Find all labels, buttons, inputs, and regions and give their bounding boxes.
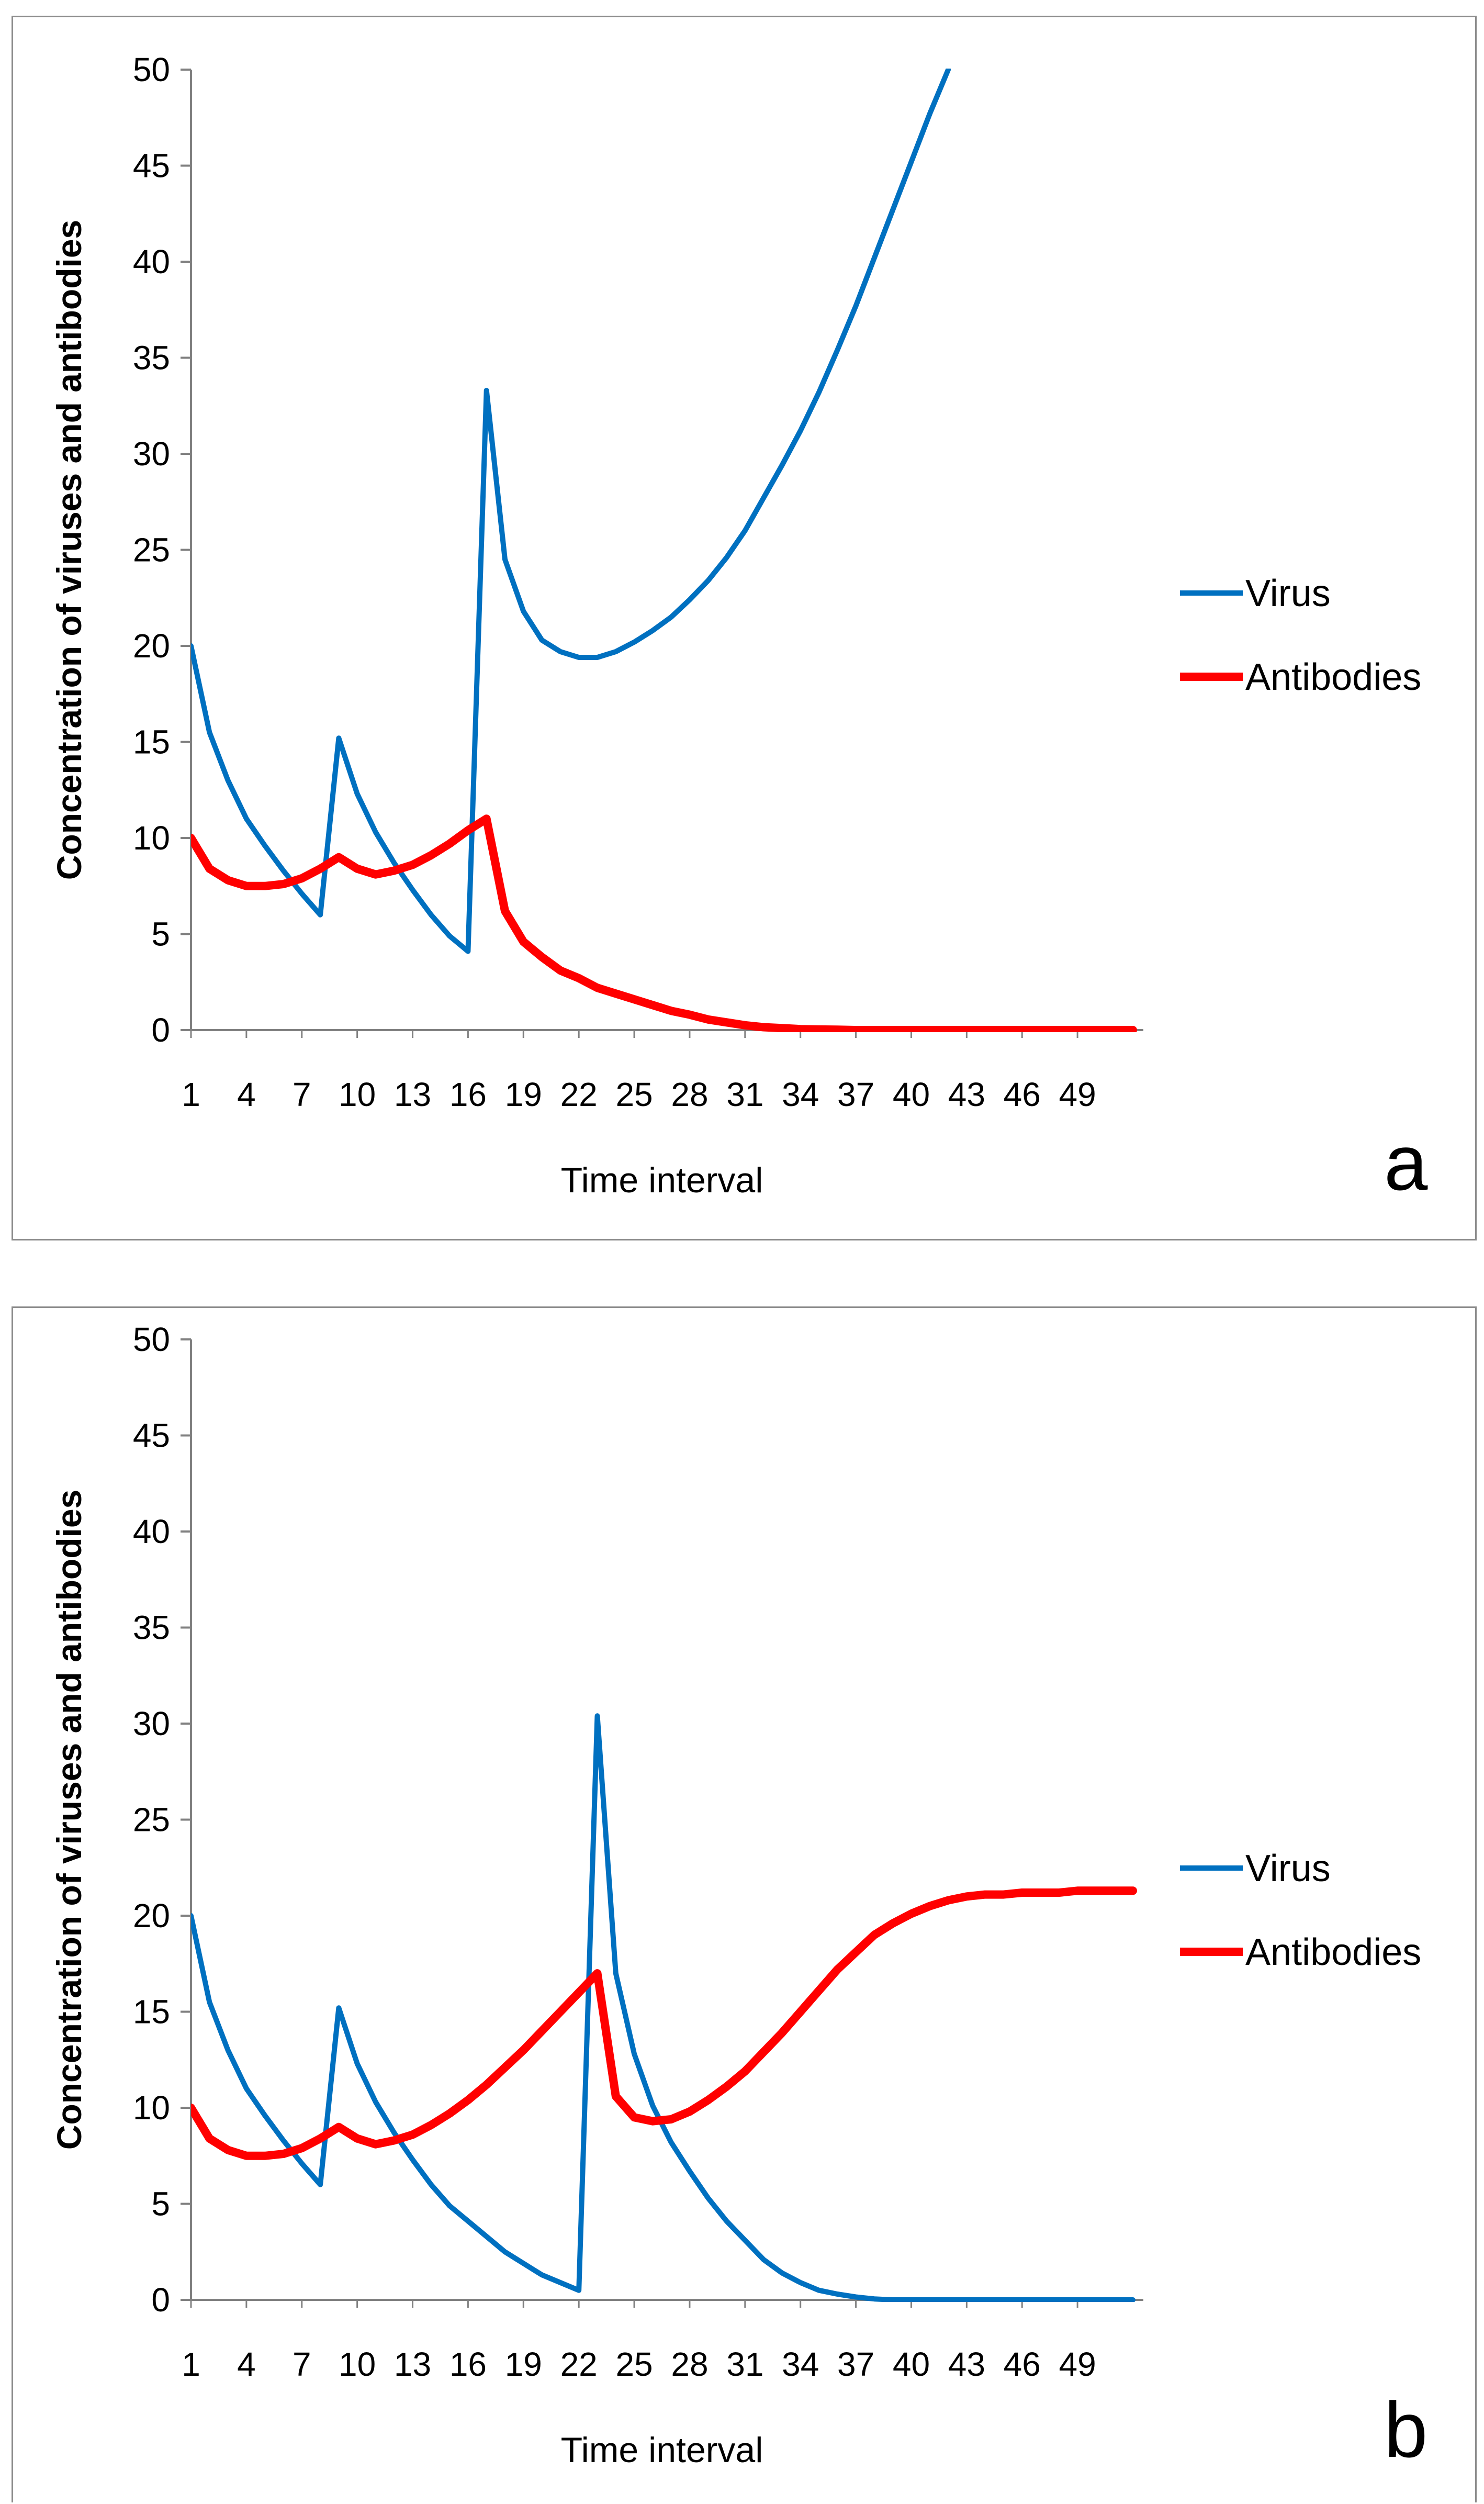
- chart-b-x-tick-label: 49: [1059, 2345, 1096, 2383]
- chart-b-y-tick-label: 15: [133, 1993, 170, 2031]
- chart-a-y-tick-label: 5: [151, 915, 170, 953]
- chart-a-x-tick-label: 16: [449, 1076, 487, 1113]
- chart-b-x-tick-label: 28: [671, 2345, 708, 2383]
- chart-b-svg: 0 5 10 15 20 25 30 35 40 45 50 1 4 7 10 13 16 19 22 25 28 31 3…: [50, 1321, 1427, 2474]
- chart-a-x-tick-label: 43: [948, 1076, 985, 1113]
- chart-a-y-tick-label: 0: [151, 1011, 170, 1049]
- chart-b-y-tick-label: 40: [133, 1513, 170, 1550]
- chart-b-y-tick-label: 5: [151, 2185, 170, 2223]
- chart-a-x-tick-label: 13: [394, 1076, 431, 1113]
- chart-b-x-tick-label: 25: [615, 2345, 653, 2383]
- chart-a-x-tick-label: 19: [505, 1076, 542, 1113]
- chart-b-x-tick-label: 16: [449, 2345, 487, 2383]
- chart-a-x-tick-label: 22: [560, 1076, 598, 1113]
- chart-a-legend-label-antibodies: Antibodies: [1245, 656, 1421, 698]
- chart-b-x-tick-label: 1: [182, 2345, 200, 2383]
- chart-b-series-antibodies-line: [191, 1886, 1137, 2160]
- chart-b-legend-label-antibodies: Antibodies: [1245, 1931, 1421, 1973]
- chart-a-x-axis-title: Time interval: [561, 1160, 763, 1200]
- chart-b-y-tick-label: 25: [133, 1801, 170, 1839]
- chart-a-series-antibodies-line: [191, 814, 1137, 1032]
- chart-a-y-tick-label: 10: [133, 819, 170, 857]
- chart-b-x-tick-label: 31: [726, 2345, 763, 2383]
- chart-a-y-tick-label: 45: [133, 147, 170, 185]
- chart-b-y-axis-title: Concentration of viruses and antibodies: [50, 1490, 88, 2150]
- chart-a-x-tick-label: 40: [893, 1076, 930, 1113]
- chart-b-y-tick-label: 20: [133, 1897, 170, 1935]
- chart-a-x-tick-label: 10: [339, 1076, 376, 1113]
- chart-b-y-tick-label: 50: [133, 1321, 170, 1358]
- chart-a-legend-label-virus: Virus: [1245, 573, 1331, 614]
- chart-a-x-tick-label: 7: [293, 1076, 311, 1113]
- chart-b-x-tick-label: 19: [505, 2345, 542, 2383]
- chart-a-y-tick-label: 50: [133, 51, 170, 88]
- chart-a-x-tick-label: 28: [671, 1076, 708, 1113]
- chart-b-panel-label: b: [1384, 2386, 1427, 2474]
- chart-panel-a: 0 5 10 15 20 25 30 35 40 45 50 1 4 7 10 13 16 19 22 25 28 31 3…: [12, 16, 1477, 1240]
- chart-a-x-tick-label: 46: [1004, 1076, 1041, 1113]
- chart-b-y-tick-label: 30: [133, 1705, 170, 1742]
- chart-a-x-tick-label: 37: [837, 1076, 874, 1113]
- chart-a-x-tick-label: 34: [782, 1076, 819, 1113]
- chart-a-y-tick-label: 15: [133, 723, 170, 761]
- chart-b-y-tick-label: 35: [133, 1609, 170, 1647]
- chart-b-x-tick-label: 46: [1004, 2345, 1041, 2383]
- chart-b-y-tick-label: 10: [133, 2089, 170, 2127]
- chart-b-y-tick-label: 45: [133, 1417, 170, 1455]
- chart-b-x-tick-label: 13: [394, 2345, 431, 2383]
- chart-b-x-tick-label: 22: [560, 2345, 598, 2383]
- chart-b-x-tick-label: 43: [948, 2345, 985, 2383]
- chart-a-x-tick-label: 25: [615, 1076, 653, 1113]
- chart-b-x-tick-label: 40: [893, 2345, 930, 2383]
- chart-a-y-tick-label: 35: [133, 339, 170, 377]
- chart-a-x-tick-label: 1: [182, 1076, 200, 1113]
- chart-b-series-virus-line: [191, 1713, 1136, 2302]
- chart-b-y-tick-label: 0: [151, 2281, 170, 2319]
- chart-b-x-tick-label: 37: [837, 2345, 874, 2383]
- chart-a-x-tick-label: 49: [1059, 1076, 1096, 1113]
- chart-a-x-tick-label: 4: [237, 1076, 256, 1113]
- chart-b-x-tick-label: 7: [293, 2345, 311, 2383]
- chart-a-panel-label: a: [1384, 1119, 1428, 1206]
- chart-a-svg: 0 5 10 15 20 25 30 35 40 45 50 1 4 7 10 13 16 19 22 25 28 31 3…: [50, 51, 1428, 1206]
- chart-b-x-tick-label: 10: [339, 2345, 376, 2383]
- chart-a-series-virus-line: [191, 69, 951, 954]
- chart-a-y-tick-label: 25: [133, 531, 170, 569]
- chart-b-legend-label-virus: Virus: [1245, 1848, 1331, 1890]
- chart-b-x-tick-label: 34: [782, 2345, 819, 2383]
- chart-b-x-axis-title: Time interval: [561, 2430, 763, 2470]
- chart-b-x-tick-label: 4: [237, 2345, 256, 2383]
- chart-a-y-tick-label: 40: [133, 243, 170, 281]
- chart-a-y-tick-label: 20: [133, 627, 170, 665]
- chart-panel-b: 0 5 10 15 20 25 30 35 40 45 50 1 4 7 10 13 16 19 22 25 28 31 3…: [12, 1306, 1477, 2502]
- chart-a-y-tick-label: 30: [133, 435, 170, 473]
- chart-a-x-tick-label: 31: [726, 1076, 763, 1113]
- chart-a-y-axis-title: Concentration of viruses and antibodies: [50, 220, 88, 880]
